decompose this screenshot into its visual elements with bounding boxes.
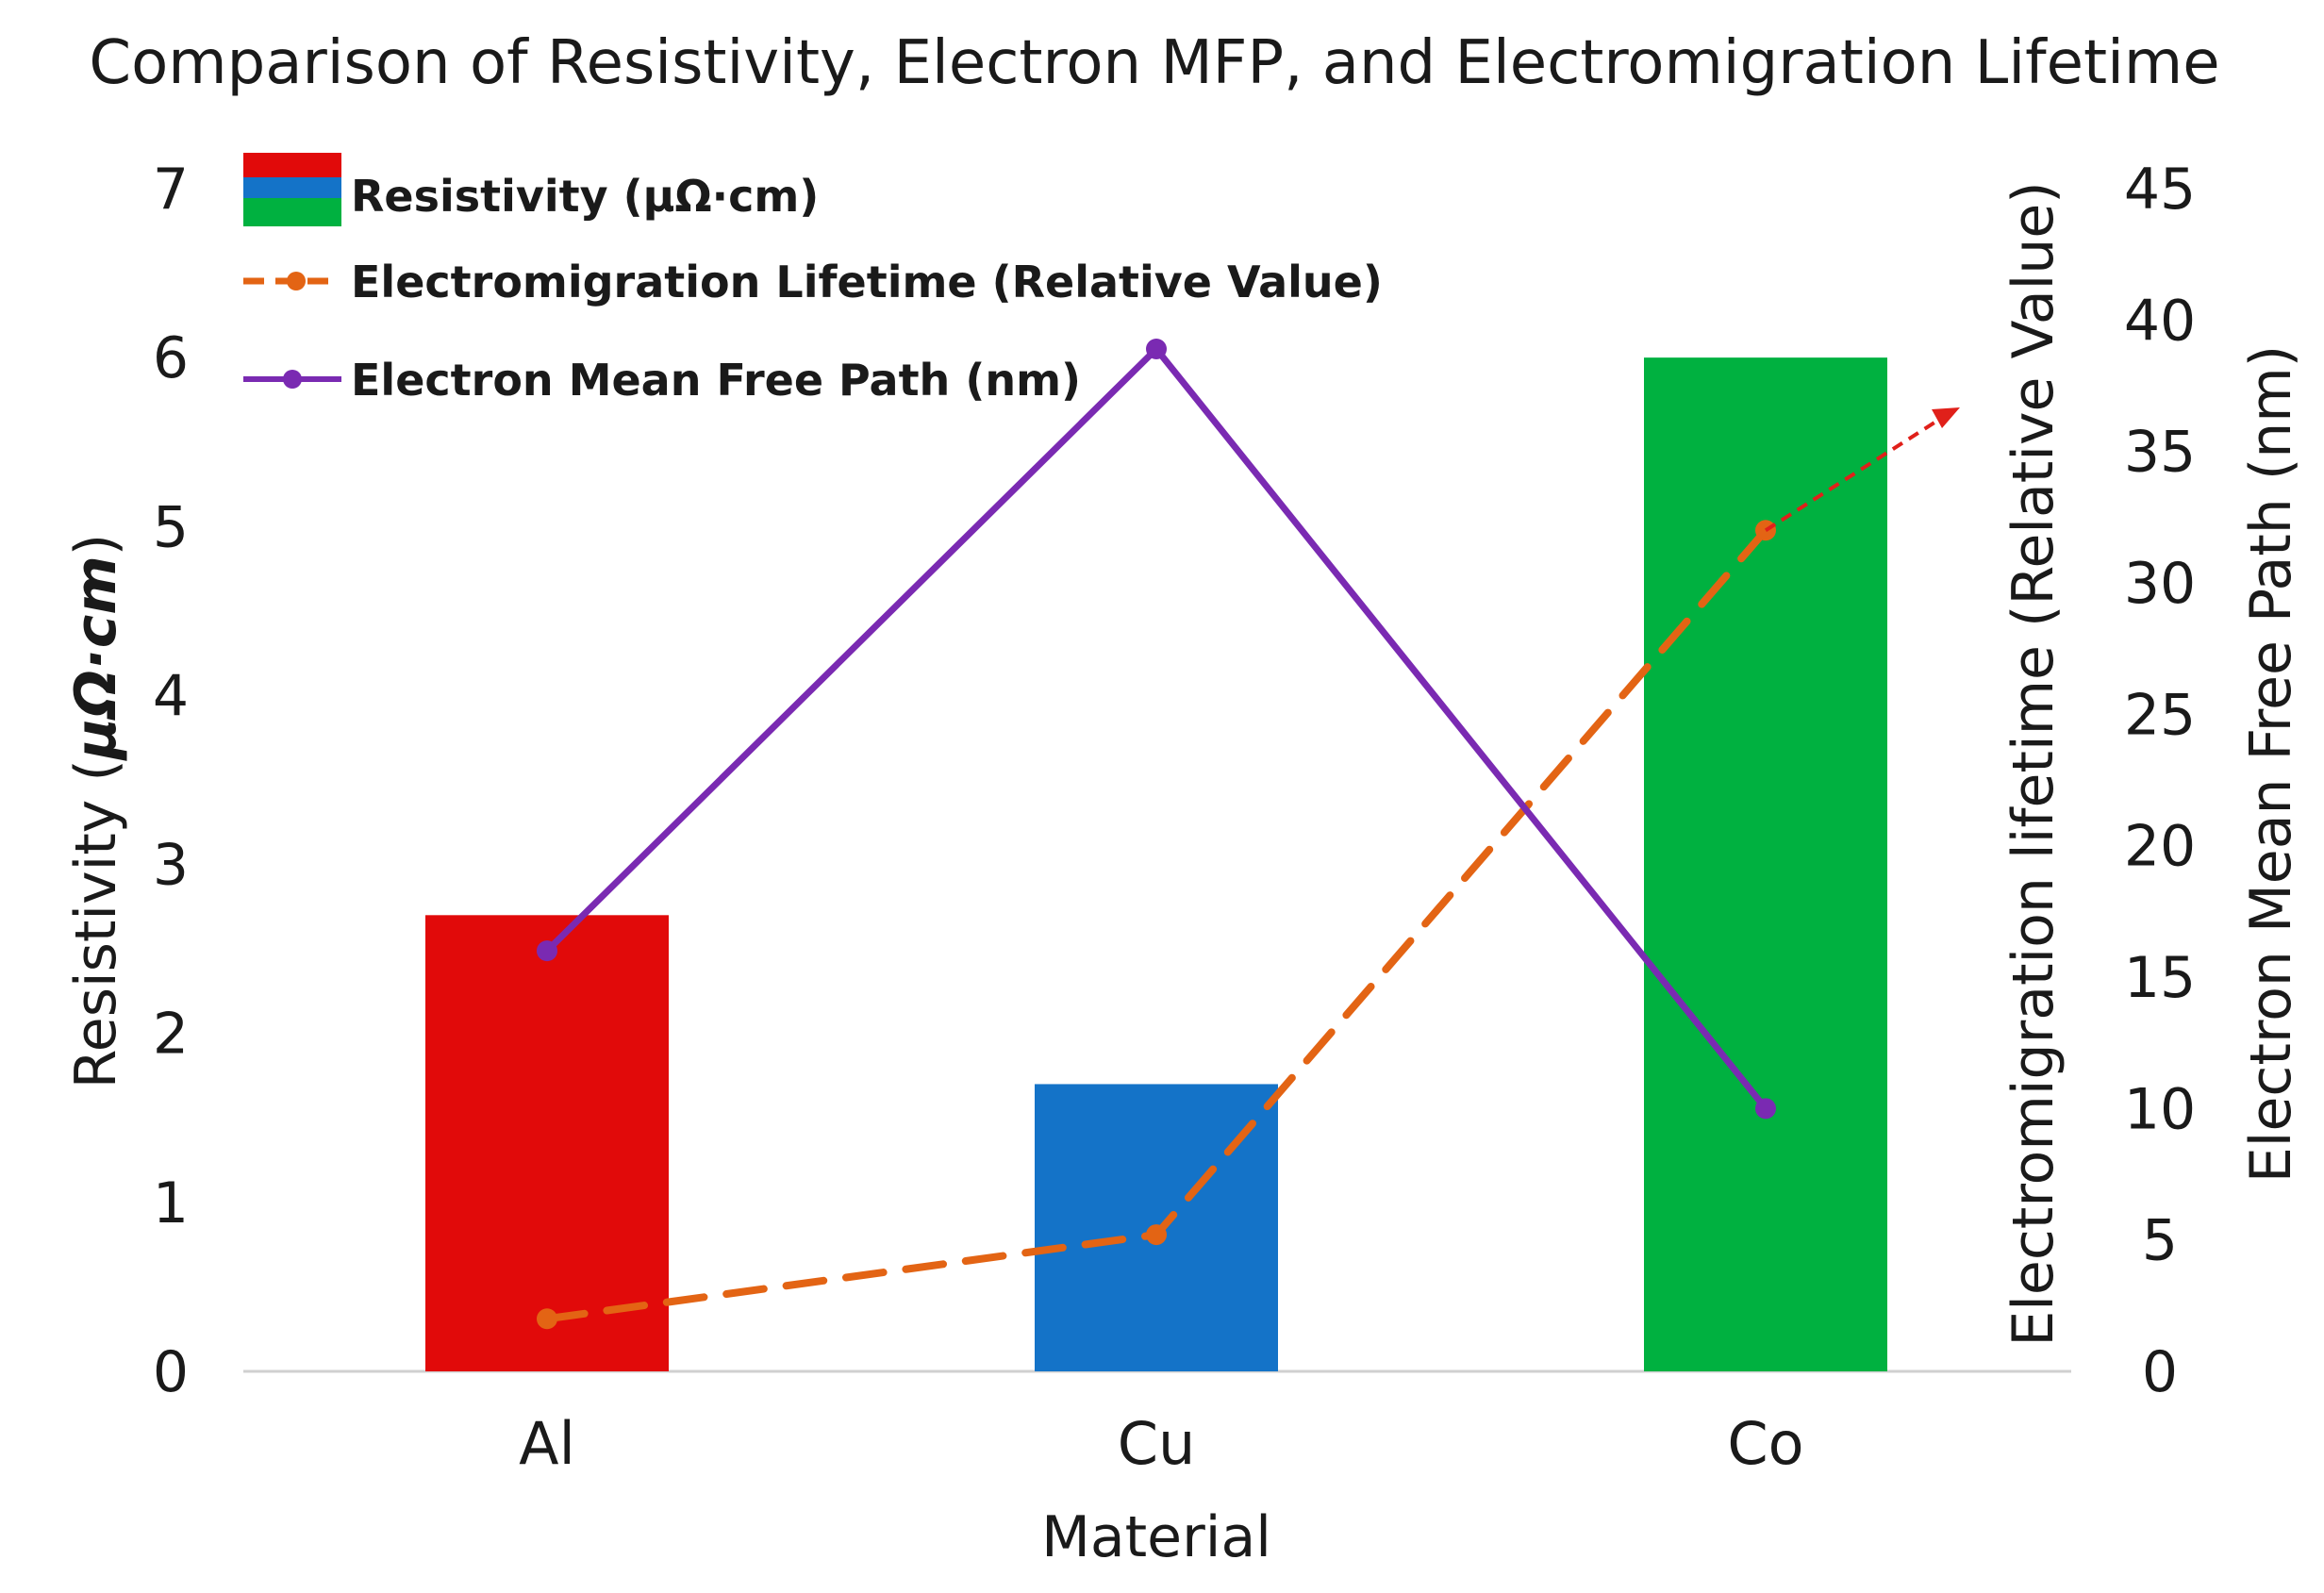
mfp-point-cu [1146,338,1167,359]
left-axis-tick-label: 7 [153,157,189,223]
right-axis-tick-label: 0 [2142,1339,2178,1405]
left-axis-tick-label: 2 [153,1002,189,1068]
mfp-point-al [537,940,557,962]
electromigration-trend-arrowhead [1932,407,1960,428]
right-axis-tick-label: 15 [2124,945,2196,1011]
legend-swatch-blue [243,177,341,198]
x-axis-label: Material [1041,1504,1271,1570]
left-axis-label: Resistivity (μΩ·cm) [63,534,129,1088]
x-axis-tick-labels: Al Cu Co [519,1409,1803,1478]
line-series [537,338,1960,1330]
legend-label-mfp: Electron Mean Free Path (nm) [351,355,1081,406]
legend-label-electromigration: Electromigration Lifetime (Relative Valu… [351,257,1383,307]
mfp-point-co [1755,1098,1776,1120]
left-axis-unit: μΩ·cm [63,556,129,761]
right-axis-inner-label: Electromigration lifetime (Relative Valu… [2000,181,2067,1346]
right-axis-ticks: 0 5 10 15 20 25 30 35 40 45 [2124,157,2196,1405]
legend-label-resistivity: Resistivity (μΩ·cm) [351,171,819,222]
right-axis-tick-label: 30 [2124,551,2196,617]
right-axis-tick-label: 25 [2124,682,2196,748]
x-axis-tick-co: Co [1727,1409,1803,1478]
left-axis-ticks: 0 1 2 3 4 5 6 7 [153,157,189,1405]
right-axis-tick-label: 45 [2124,157,2196,223]
right-axis-tick-label: 35 [2124,420,2196,486]
right-axis-tick-label: 40 [2124,288,2196,354]
chart-title: Comparison of Resistivity, Electron MFP,… [89,28,2219,98]
mfp-line [544,345,1768,1111]
right-axis-outer-label: Electron Mean Free Path (nm) [2238,345,2304,1183]
electromigration-trend-arrow [1764,414,1947,532]
left-axis-tick-label: 5 [153,494,189,560]
legend-swatch-green [243,198,341,226]
electromigration-point-cu [1146,1224,1167,1246]
legend-marker-mfp [283,370,302,389]
bar-co [1644,357,1887,1372]
left-axis-tick-label: 4 [153,663,189,729]
electromigration-point-al [537,1308,557,1330]
left-axis-tick-label: 6 [153,325,189,391]
legend-marker-electromigration [287,272,306,290]
bar-series [425,357,1887,1372]
left-axis-tick-label: 3 [153,833,189,899]
right-axis-tick-label: 20 [2124,814,2196,880]
legend-swatch-red [243,153,341,177]
right-axis-tick-label: 5 [2142,1208,2178,1274]
left-axis-tick-label: 0 [153,1339,189,1405]
x-axis-tick-cu: Cu [1118,1409,1196,1478]
legend: Resistivity (μΩ·cm) Electromigration Life… [243,153,1383,406]
left-axis-tick-label: 1 [153,1170,189,1236]
right-axis-tick-label: 10 [2124,1076,2196,1142]
bar-al [425,915,669,1371]
x-axis-tick-al: Al [519,1409,575,1478]
